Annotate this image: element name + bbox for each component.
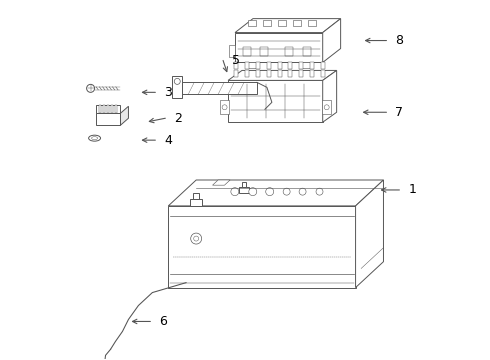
Text: 8: 8 [395,34,403,47]
Bar [310,62,314,69]
Bar [322,100,331,114]
Text: 6: 6 [159,315,167,328]
Bar [277,62,282,69]
Circle shape [87,84,95,92]
Bar [277,71,282,77]
Bar [285,46,293,57]
Polygon shape [229,45,235,58]
Bar [267,71,271,77]
Polygon shape [323,71,337,122]
Circle shape [191,233,202,244]
Circle shape [249,188,257,195]
Bar [245,71,249,77]
Circle shape [299,188,306,195]
Circle shape [283,188,290,195]
Polygon shape [356,180,384,288]
Circle shape [174,78,180,84]
Circle shape [231,188,239,195]
Bar [220,100,229,114]
Bar [321,71,325,77]
Bar [111,105,113,113]
Circle shape [316,188,323,195]
Text: 7: 7 [395,106,403,119]
Polygon shape [213,180,230,185]
Polygon shape [301,62,313,68]
Bar [182,82,257,94]
Text: 5: 5 [232,54,240,67]
Bar [242,182,246,187]
Bar [299,71,303,77]
Bar [299,62,303,69]
Bar [243,46,251,57]
Text: 3: 3 [164,86,172,99]
Polygon shape [228,80,323,122]
Polygon shape [228,71,337,80]
Text: 2: 2 [174,112,182,125]
Bar [321,62,325,69]
Polygon shape [168,206,356,288]
Bar [267,62,271,69]
Circle shape [222,105,227,110]
Bar [102,105,105,113]
Bar [96,113,121,125]
Bar [193,193,199,199]
Bar [256,71,260,77]
Circle shape [194,236,198,241]
Polygon shape [248,20,256,26]
Polygon shape [308,20,316,26]
Bar [106,105,109,113]
Bar [172,76,182,98]
Text: 4: 4 [164,134,172,147]
Polygon shape [168,180,384,206]
Ellipse shape [92,137,98,140]
Bar [310,71,314,77]
Bar [234,71,238,77]
Bar [96,105,121,113]
Polygon shape [121,106,128,125]
Polygon shape [323,19,341,62]
Bar [234,62,238,69]
Bar [190,199,202,206]
Text: 1: 1 [408,184,416,197]
Polygon shape [235,19,341,32]
Polygon shape [245,62,257,68]
Bar [245,62,249,69]
Bar [289,62,293,69]
Circle shape [324,105,329,110]
Polygon shape [235,32,323,62]
Bar [115,105,117,113]
Bar [98,105,101,113]
Bar [260,46,268,57]
Bar [239,187,249,193]
Bar [303,46,311,57]
Ellipse shape [89,135,100,141]
Polygon shape [263,20,271,26]
Bar [256,62,260,69]
Polygon shape [293,20,301,26]
Polygon shape [278,20,286,26]
Bar [289,71,293,77]
Circle shape [266,188,274,195]
